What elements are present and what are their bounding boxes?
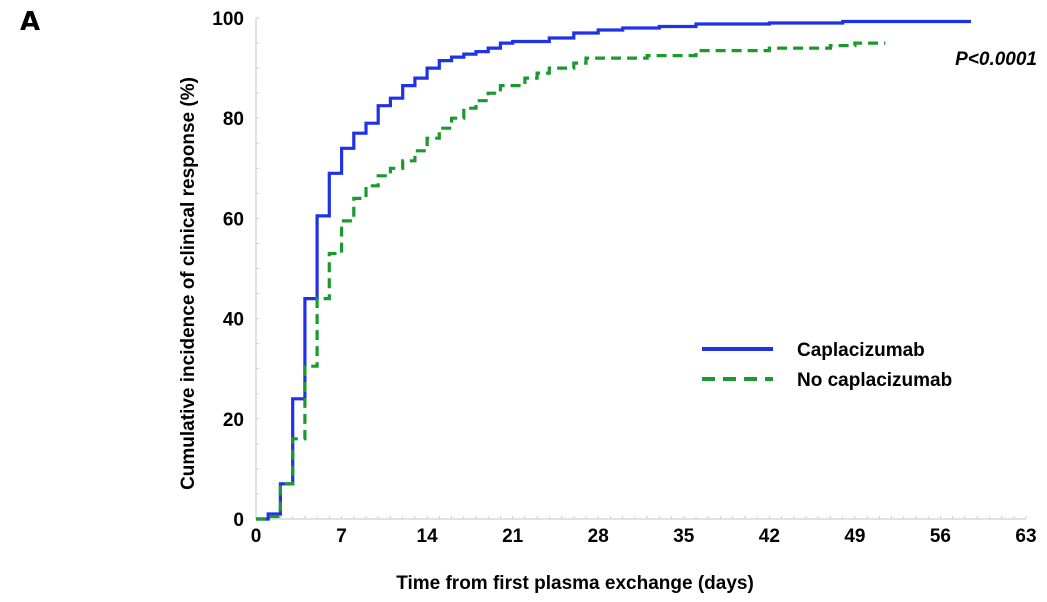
legend: Caplacizumab No caplacizumab	[702, 340, 952, 391]
y-axis-title: Cumulative incidence of clinical respons…	[178, 77, 199, 490]
x-axis-title: Time from first plasma exchange (days)	[396, 573, 754, 594]
series-line-caplacizumab	[256, 19, 971, 521]
y-tick-label: 20	[223, 410, 244, 431]
x-tick-label: 42	[759, 526, 780, 547]
y-tick-label: 80	[223, 109, 244, 130]
x-tick-labels: 0 7 14 21 28 35 42 49 56 63	[251, 526, 1037, 547]
y-tick-label: 100	[212, 9, 244, 30]
axes	[255, 17, 1027, 520]
x-tick-label: 7	[336, 526, 347, 547]
y-tick-labels: 0 20 40 60 80 100	[212, 9, 244, 531]
legend-label: No caplacizumab	[797, 370, 952, 391]
series-line-no-caplacizumab	[256, 41, 886, 521]
x-tick-label: 56	[930, 526, 951, 547]
x-tick-label: 14	[417, 526, 439, 547]
x-tick-label: 0	[251, 526, 262, 547]
x-tick-label: 63	[1015, 526, 1036, 547]
y-tick-label: 0	[233, 510, 244, 531]
legend-label: Caplacizumab	[797, 340, 925, 361]
x-tick-label: 35	[673, 526, 695, 547]
series-lines	[256, 19, 971, 521]
x-tick-label: 28	[588, 526, 609, 547]
panel-label: A	[20, 7, 40, 37]
p-value-annotation: P<0.0001	[955, 49, 1037, 70]
y-tick-label: 40	[223, 310, 244, 331]
x-tick-label: 49	[844, 526, 865, 547]
x-tick-label: 21	[502, 526, 524, 547]
y-tick-label: 60	[223, 209, 244, 230]
